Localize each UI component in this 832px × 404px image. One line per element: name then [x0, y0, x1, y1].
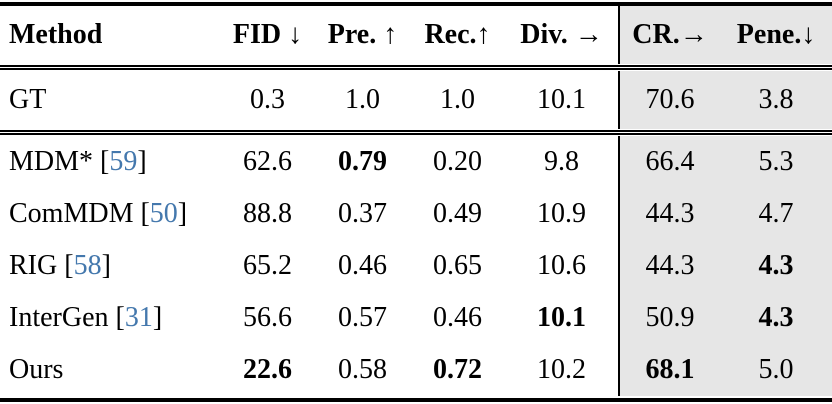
top-rule [0, 0, 832, 6]
table-row: Ours 22.6 0.58 0.72 10.2 68.1 5.0 [0, 344, 832, 396]
column-header-pre: Pre. ↑ [327, 19, 398, 50]
header-row: Method FID ↓ Pre. ↑ Rec.↑ Div. → CR.→ Pe… [0, 6, 832, 64]
method-name: InterGen [9, 302, 109, 333]
value-cell-cr: 70.6 [618, 71, 720, 129]
citation-link[interactable]: 59 [109, 146, 138, 177]
method-cell: ComMDM [50] [9, 198, 188, 229]
value-cell-pene: 3.8 [720, 71, 832, 129]
value-cell-rec: 0.72 [433, 354, 482, 385]
value-cell-fid: 88.8 [243, 198, 292, 229]
value-cell-pene: 4.7 [720, 188, 832, 240]
column-header-rec: Rec.↑ [424, 19, 491, 50]
value-cell-fid: 56.6 [243, 302, 292, 333]
value-cell-div: 10.9 [537, 198, 586, 229]
bottom-rule [0, 396, 832, 404]
citation-link[interactable]: 50 [149, 198, 178, 229]
column-header-div: Div. → [520, 19, 603, 50]
column-header-pene: Pene.↓ [720, 6, 832, 64]
method-name: ComMDM [9, 198, 134, 229]
value-cell-fid: 0.3 [250, 84, 285, 115]
value-cell-pene: 5.3 [720, 136, 832, 188]
value-cell-div: 10.1 [537, 302, 586, 333]
method-cell: RIG [58] [9, 250, 111, 281]
method-name: Ours [9, 354, 64, 385]
value-cell-div: 10.1 [537, 84, 586, 115]
value-cell-cr: 44.3 [618, 240, 720, 292]
value-cell-rec: 1.0 [440, 84, 475, 115]
value-cell-pre: 0.57 [338, 302, 387, 333]
value-cell-fid: 22.6 [243, 354, 292, 385]
citation-link[interactable]: 58 [73, 250, 102, 281]
value-cell-pre: 0.58 [338, 354, 387, 385]
section-rule [0, 129, 832, 136]
value-cell-rec: 0.49 [433, 198, 482, 229]
table-row: ComMDM [50] 88.8 0.37 0.49 10.9 44.3 4.7 [0, 188, 832, 240]
value-cell-fid: 65.2 [243, 250, 292, 281]
value-cell-pene: 4.3 [720, 292, 832, 344]
table-row: RIG [58] 65.2 0.46 0.65 10.6 44.3 4.3 [0, 240, 832, 292]
citation-link[interactable]: 31 [124, 302, 153, 333]
method-name: GT [9, 84, 47, 115]
header-rule [0, 64, 832, 71]
value-cell-pre: 0.79 [338, 146, 387, 177]
value-cell-fid: 62.6 [243, 146, 292, 177]
table-row: InterGen [31] 56.6 0.57 0.46 10.1 50.9 4.3 [0, 292, 832, 344]
method-name: MDM* [9, 146, 94, 177]
value-cell-pre: 0.46 [338, 250, 387, 281]
value-cell-pre: 0.37 [338, 198, 387, 229]
table-row: GT 0.3 1.0 1.0 10.1 70.6 3.8 [0, 71, 832, 129]
value-cell-rec: 0.65 [433, 250, 482, 281]
method-cell: GT [0, 71, 220, 129]
column-header-cr: CR.→ [618, 6, 720, 64]
method-cell: InterGen [31] [9, 302, 163, 333]
column-header-fid: FID ↓ [232, 19, 303, 50]
table-row: MDM* [59] 62.6 0.79 0.20 9.8 66.4 5.3 [0, 136, 832, 188]
value-cell-div: 10.6 [537, 250, 586, 281]
value-cell-rec: 0.46 [433, 302, 482, 333]
column-header-method: Method [9, 19, 103, 50]
value-cell-cr: 44.3 [618, 188, 720, 240]
value-cell-cr: 68.1 [618, 344, 720, 396]
value-cell-pene: 4.3 [720, 240, 832, 292]
value-cell-cr: 50.9 [618, 292, 720, 344]
method-cell: Ours [0, 344, 220, 396]
value-cell-pene: 5.0 [720, 344, 832, 396]
value-cell-cr: 66.4 [618, 136, 720, 188]
value-cell-div: 10.2 [537, 354, 586, 385]
value-cell-div: 9.8 [544, 146, 579, 177]
method-cell: MDM* [59] [9, 146, 147, 177]
value-cell-pre: 1.0 [345, 84, 380, 115]
method-name: RIG [9, 250, 58, 281]
value-cell-rec: 0.20 [433, 146, 482, 177]
